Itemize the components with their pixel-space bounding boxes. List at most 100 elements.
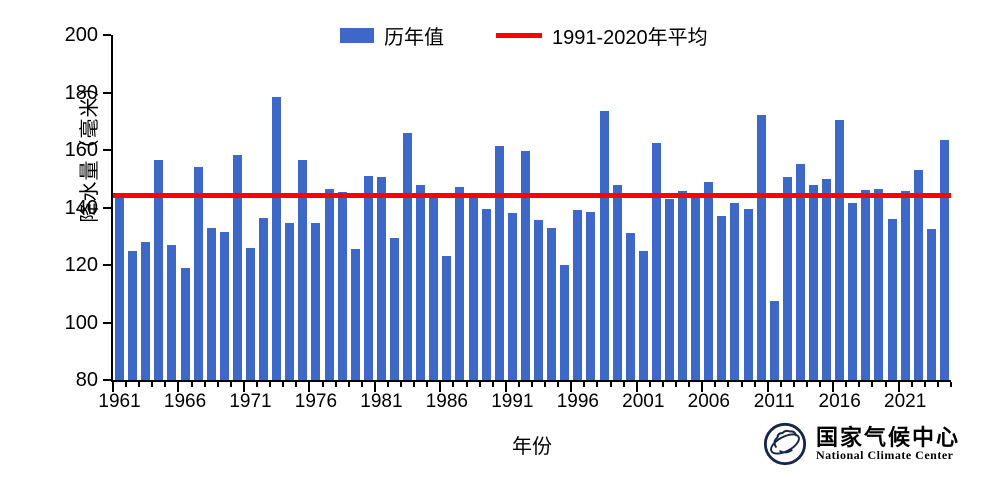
bar-2019	[874, 188, 884, 380]
bar-1989	[481, 208, 491, 380]
x-minor-tick	[936, 382, 939, 387]
logo-english-name: National Climate Center	[816, 448, 954, 463]
bar-2023	[926, 228, 936, 380]
y-tick-160	[103, 149, 111, 151]
bar-2017	[848, 203, 858, 380]
x-tick-label-1996: 1996	[556, 391, 599, 412]
x-tick-label-1966: 1966	[163, 391, 207, 412]
x-minor-tick	[386, 382, 389, 387]
y-tick-label-120: 120	[64, 254, 98, 276]
x-major-tick-1981	[373, 382, 376, 392]
bar-1970	[232, 155, 242, 380]
x-major-tick-2016	[832, 382, 835, 392]
x-minor-tick	[819, 382, 822, 387]
bar-2004	[678, 191, 688, 380]
x-major-tick-2001	[635, 382, 638, 392]
bar-1988	[468, 195, 478, 380]
bar-1994	[547, 227, 557, 380]
x-major-tick-1961	[112, 382, 114, 392]
bar-1992	[520, 151, 530, 380]
x-minor-tick	[923, 382, 926, 387]
x-minor-tick	[413, 382, 416, 387]
legend-line-swatch	[496, 32, 542, 38]
bar-2014	[809, 185, 819, 380]
x-minor-tick	[858, 382, 861, 387]
bar-1975	[298, 160, 308, 380]
bar-2009	[743, 208, 753, 380]
x-minor-tick	[792, 382, 795, 387]
bar-1963	[141, 242, 151, 380]
bar-1969	[219, 231, 229, 380]
x-minor-tick	[517, 382, 520, 387]
x-minor-tick	[216, 382, 219, 387]
x-tick-label-2006: 2006	[687, 391, 730, 412]
average-line	[113, 192, 951, 198]
bar-2016	[835, 120, 845, 380]
bar-2007	[717, 216, 727, 380]
legend-series-label: 历年值	[384, 26, 444, 49]
bar-1995	[560, 265, 570, 380]
x-minor-tick	[779, 382, 782, 387]
bar-1974	[285, 223, 295, 380]
y-tick-180	[103, 91, 111, 94]
x-minor-tick	[675, 382, 678, 387]
bar-1981	[376, 177, 386, 380]
x-axis-title: 年份	[512, 436, 552, 458]
bar-2002	[651, 142, 661, 380]
bar-1971	[245, 247, 255, 380]
x-tick-label-2016: 2016	[818, 391, 861, 412]
bar-1993	[534, 220, 544, 380]
x-major-tick-2006	[701, 382, 704, 392]
x-axis-line	[111, 380, 951, 382]
x-minor-tick	[282, 382, 285, 387]
bar-1972	[259, 217, 269, 380]
x-tick-label-2021: 2021	[884, 391, 927, 412]
x-minor-tick	[400, 382, 403, 387]
bar-1967	[193, 167, 203, 380]
bar-2022	[913, 169, 923, 380]
logo-chinese-name: 国家气候中心	[816, 425, 961, 451]
x-tick-label-2001: 2001	[622, 391, 665, 412]
x-tick-label-1981: 1981	[360, 391, 403, 412]
bar-1999	[612, 184, 622, 380]
x-minor-tick	[688, 382, 691, 387]
bar-1966	[180, 267, 190, 380]
bar-2008	[730, 202, 740, 380]
x-minor-tick	[557, 382, 560, 387]
bar-1964	[154, 159, 164, 380]
x-major-tick-1991	[504, 382, 507, 392]
bar-1965	[167, 244, 177, 380]
bar-1962	[128, 251, 138, 380]
legend-average-label: 1991-2020年平均	[552, 26, 708, 49]
bar-1968	[206, 227, 216, 380]
bar-1977	[324, 188, 334, 380]
x-minor-tick	[334, 382, 337, 387]
x-minor-tick	[544, 382, 547, 387]
bar-1980	[363, 175, 373, 380]
legend-bar-swatch	[340, 27, 374, 43]
bar-2006	[704, 181, 714, 380]
national-climate-center-logo: 国家气候中心 National Climate Center	[762, 421, 960, 467]
x-tick-label-1961: 1961	[98, 391, 141, 412]
bar-2018	[861, 190, 871, 380]
x-minor-tick	[805, 382, 808, 387]
x-tick-label-1971: 1971	[229, 391, 272, 412]
x-minor-tick	[753, 382, 756, 387]
bar-1982	[390, 237, 400, 380]
bar-2005	[691, 194, 701, 380]
y-tick-200	[103, 34, 111, 36]
bar-1978	[337, 191, 347, 380]
bar-1984	[416, 184, 426, 380]
y-tick-label-100: 100	[64, 311, 98, 334]
x-minor-tick	[138, 382, 141, 387]
bar-1985	[429, 195, 439, 380]
bar-2001	[638, 250, 648, 380]
x-minor-tick	[950, 382, 952, 387]
x-minor-tick	[151, 382, 154, 387]
x-minor-tick	[347, 382, 350, 387]
y-tick-120	[103, 264, 111, 266]
globe-cloud-seal-icon	[763, 422, 807, 466]
bar-1987	[455, 187, 465, 380]
x-tick-label-2011: 2011	[753, 391, 795, 412]
